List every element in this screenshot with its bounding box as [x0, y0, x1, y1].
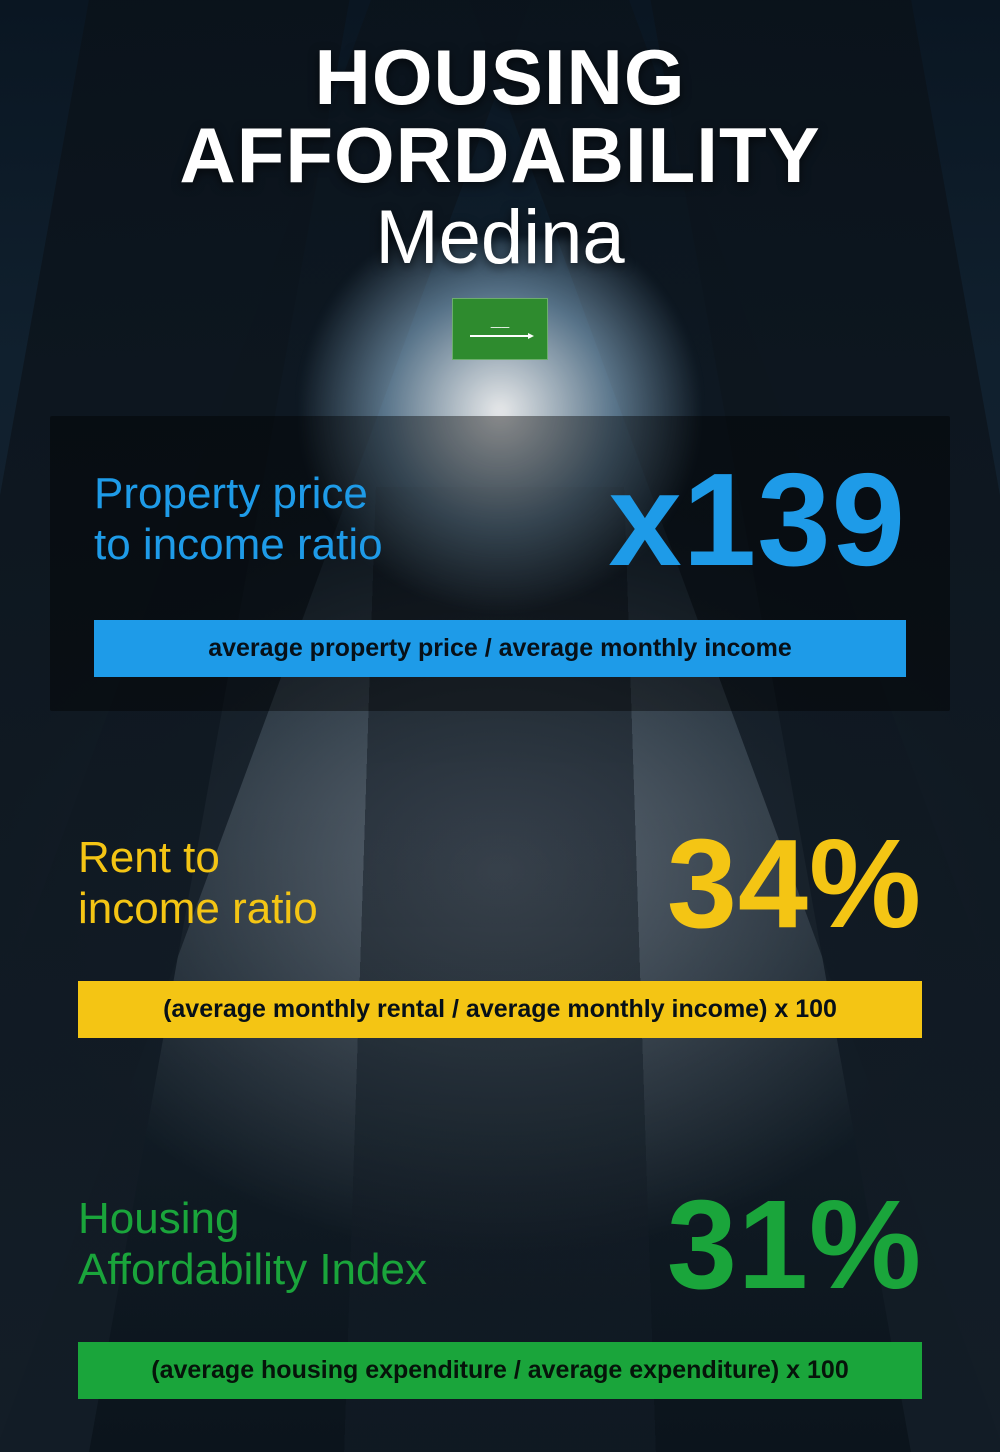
content-wrapper: HOUSING AFFORDABILITY Medina ـــــــ Pro… [0, 0, 1000, 1452]
metric-value: x139 [608, 454, 906, 586]
metric-formula: average property price / average monthly… [94, 620, 906, 677]
metric-value: 34% [667, 821, 922, 947]
metric-label: Property price to income ratio [94, 469, 383, 570]
page-title: HOUSING AFFORDABILITY [50, 38, 950, 194]
metric-formula: (average housing expenditure / average e… [78, 1342, 922, 1399]
metric-formula: (average monthly rental / average monthl… [78, 981, 922, 1038]
metric-card-rent-to-income: Rent to income ratio 34% (average monthl… [50, 783, 950, 1072]
metric-label: Rent to income ratio [78, 833, 318, 934]
metric-card-affordability-index: Housing Affordability Index 31% (average… [50, 1144, 950, 1433]
metric-row: Housing Affordability Index 31% [78, 1182, 922, 1308]
header: HOUSING AFFORDABILITY Medina ـــــــ [50, 38, 950, 360]
metric-value: 31% [667, 1182, 922, 1308]
metrics-container: Property price to income ratio x139 aver… [50, 416, 950, 1433]
flag-sword-icon [470, 335, 530, 337]
metric-row: Property price to income ratio x139 [94, 454, 906, 586]
metric-label: Housing Affordability Index [78, 1194, 427, 1295]
metric-row: Rent to income ratio 34% [78, 821, 922, 947]
flag-emblem: ـــــــ [470, 320, 530, 337]
page-subtitle: Medina [50, 198, 950, 278]
flag-saudi-arabia: ـــــــ [452, 298, 548, 360]
metric-card-property-price: Property price to income ratio x139 aver… [50, 416, 950, 711]
